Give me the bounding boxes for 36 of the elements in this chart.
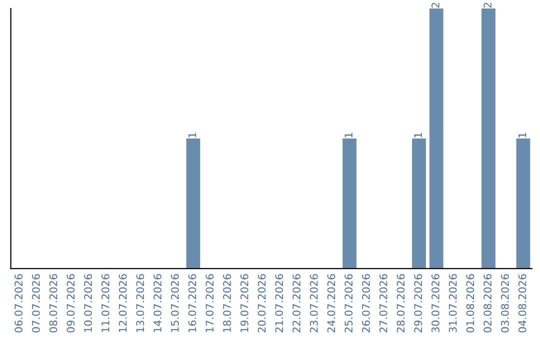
data-label: 2 [432, 2, 440, 8]
x-tick-label: 09.07.2026 [66, 274, 75, 332]
x-tick-label: 19.07.2026 [240, 274, 248, 332]
x-tick-label: 29.07.2026 [414, 274, 422, 332]
x-tick-label: 06.07.2026 [14, 274, 23, 332]
data-label: 1 [344, 132, 352, 138]
x-tick-label: 20.07.2026 [258, 274, 266, 332]
x-tick-label: 08.07.2026 [49, 274, 58, 332]
x-tick-label: 26.07.2026 [362, 274, 370, 332]
data-label: 1 [518, 132, 526, 138]
x-tick-label: 13.07.2026 [136, 274, 144, 332]
data-label: 2 [484, 2, 492, 8]
data-label: 1 [414, 132, 422, 138]
x-tick-label: 18.07.2026 [223, 274, 231, 332]
x-tick-label: 01.08.2026 [466, 274, 474, 332]
data-label: 1 [188, 132, 196, 138]
x-tick-label: 17.07.2026 [206, 274, 214, 332]
x-tick-label: 04.08.2026 [518, 274, 526, 332]
x-tick-label: 02.08.2026 [484, 274, 492, 332]
x-tick-label: 16.07.2026 [188, 274, 196, 332]
x-tick-label: 31.07.2026 [448, 274, 457, 332]
x-tick-label: 21.07.2026 [275, 274, 284, 332]
x-tick-label: 30.07.2026 [432, 274, 440, 332]
x-tick-label: 28.07.2026 [396, 274, 405, 332]
x-tick-label: 12.07.2026 [118, 274, 127, 332]
x-tick-label: 27.07.2026 [379, 274, 388, 332]
x-tick-label: 15.07.2026 [170, 274, 179, 332]
x-tick-label: 22.07.2026 [292, 274, 300, 332]
x-tick-label: 07.07.2026 [32, 274, 40, 332]
x-tick-label: 25.07.2026 [344, 274, 353, 332]
x-tick-label: 10.07.2026 [84, 274, 92, 332]
x-tick-label: 14.07.2026 [154, 274, 162, 332]
x-tick-label: 11.07.2026 [101, 274, 110, 332]
x-tick-label: 23.07.2026 [310, 274, 318, 332]
x-tick-label: 24.07.2026 [327, 274, 336, 332]
x-tick-label: 03.08.2026 [500, 274, 509, 332]
